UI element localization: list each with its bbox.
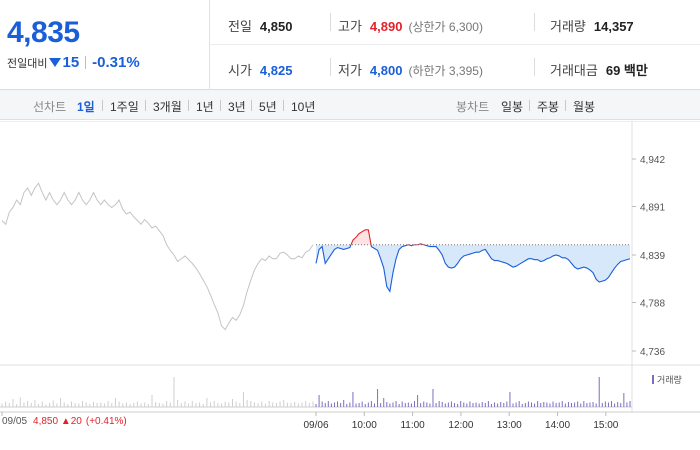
tab-divider [188,100,189,111]
chart-period-tabs: 선차트 1일 1주일 3개월 1년 3년 5년 10년 봉차트 일봉 주봉 월봉 [0,90,700,120]
change-row: 전일대비 15 -0.31% [7,54,140,71]
today-price-line-up [350,229,426,245]
stat-value: 4,800 [369,63,403,78]
stat-value: 69 백만 [605,63,648,78]
stat-label: 저가 [338,63,362,78]
time-tick-label: 13:00 [497,420,522,431]
stat-volume: 거래량 14,357 [550,16,634,35]
y-tick-label: 4,839 [640,251,665,262]
tab-divider [283,100,284,111]
change-percent: -0.31% [92,54,140,71]
volume-legend-label: 거래량 [657,375,682,385]
stat-label: 시가 [228,63,252,78]
tab-1-day[interactable]: 1일 [77,100,95,114]
y-tick-label: 4,736 [640,347,665,358]
tab-divider [220,100,221,111]
volume-legend-swatch [652,375,654,384]
tab-3-months[interactable]: 3개월 [153,100,182,114]
tab-divider [251,100,252,111]
tab-5-years[interactable]: 5년 [259,100,277,114]
time-tick-label: 12:00 [448,420,473,431]
stat-label: 거래량 [550,19,586,34]
today-price-line-down [315,244,631,293]
quote-header: 4,835 전일대비 15 -0.31% 전일 4,850 고가 4,890 (… [0,0,700,90]
stat-label: 거래대금 [550,63,598,78]
y-tick-label: 4,942 [640,155,665,166]
stat-amount: 거래대금 69 백만 [550,60,648,79]
stats-row-divider [210,44,700,45]
tab-1-week[interactable]: 1주일 [110,100,139,114]
stat-prev-close: 전일 4,850 [228,16,292,35]
y-tick-label: 4,788 [640,299,665,310]
chart-canvas: 4,942 4,891 4,839 4,788 4,736 09/06 10:00 11:00… [0,121,700,431]
stats-col-divider [534,13,535,31]
tab-divider [145,100,146,111]
down-triangle-icon [49,58,62,67]
tab-divider [102,100,103,111]
stat-high: 고가 4,890 (상한가 6,300) [338,16,483,35]
stats-col-divider [534,58,535,76]
change-value: 15 [62,54,80,71]
stat-value: 4,825 [259,63,293,78]
volume-legend: 거래량 [652,373,682,386]
y-tick-label: 4,891 [640,203,665,214]
change-divider [85,56,87,69]
current-price: 4,835 [7,16,80,49]
change-label: 전일대비 [7,57,48,70]
prev-day-change: 20 [70,416,82,427]
time-tick-label: 15:00 [593,420,618,431]
lower-limit: (하한가 3,395) [408,64,483,78]
stats-col-divider [330,13,331,31]
tab-weekly-candle[interactable]: 주봉 [537,100,560,114]
stat-open: 시가 4,825 [228,60,292,79]
tab-divider [529,100,530,111]
tab-daily-candle[interactable]: 일봉 [501,100,524,114]
time-tick-label: 11:00 [400,420,425,431]
prev-day-date: 09/05 [2,416,28,427]
up-triangle-icon: ▲ [58,416,71,427]
stats-panel: 전일 4,850 고가 4,890 (상한가 6,300) 거래량 14,357… [210,0,700,90]
time-tick-label: 09/06 [303,420,328,431]
candle-chart-label: 봉차트 [456,100,490,114]
stat-value: 4,850 [259,19,293,34]
stat-low: 저가 4,800 (하한가 3,395) [338,60,483,79]
stat-value: 14,357 [593,19,634,34]
price-box: 4,835 전일대비 15 -0.31% [0,0,210,90]
tab-monthly-candle[interactable]: 월봉 [573,100,596,114]
tab-1-year[interactable]: 1년 [196,100,214,114]
tab-divider [565,100,566,111]
tab-3-years[interactable]: 3년 [228,100,246,114]
upper-limit: (상한가 6,300) [408,20,483,34]
tab-10-years[interactable]: 10년 [291,100,316,114]
time-tick-label: 14:00 [545,420,570,431]
time-tick-label: 10:00 [352,420,377,431]
stat-value: 4,890 [369,19,403,34]
prev-day-info: 09/05 4,850 ▲20 (+0.41%) [2,416,127,427]
above-reference-area [351,229,424,245]
stats-col-divider [330,58,331,76]
line-chart-label: 선차트 [33,100,67,114]
prev-day-change-pct: (+0.41%) [85,416,127,427]
stat-label: 고가 [338,19,362,34]
prev-day-price-line [1,182,314,331]
intraday-chart: 4,942 4,891 4,839 4,788 4,736 09/06 10:00 11:00… [0,121,700,450]
stat-label: 전일 [228,19,252,34]
prev-day-close: 4,850 [33,416,59,427]
